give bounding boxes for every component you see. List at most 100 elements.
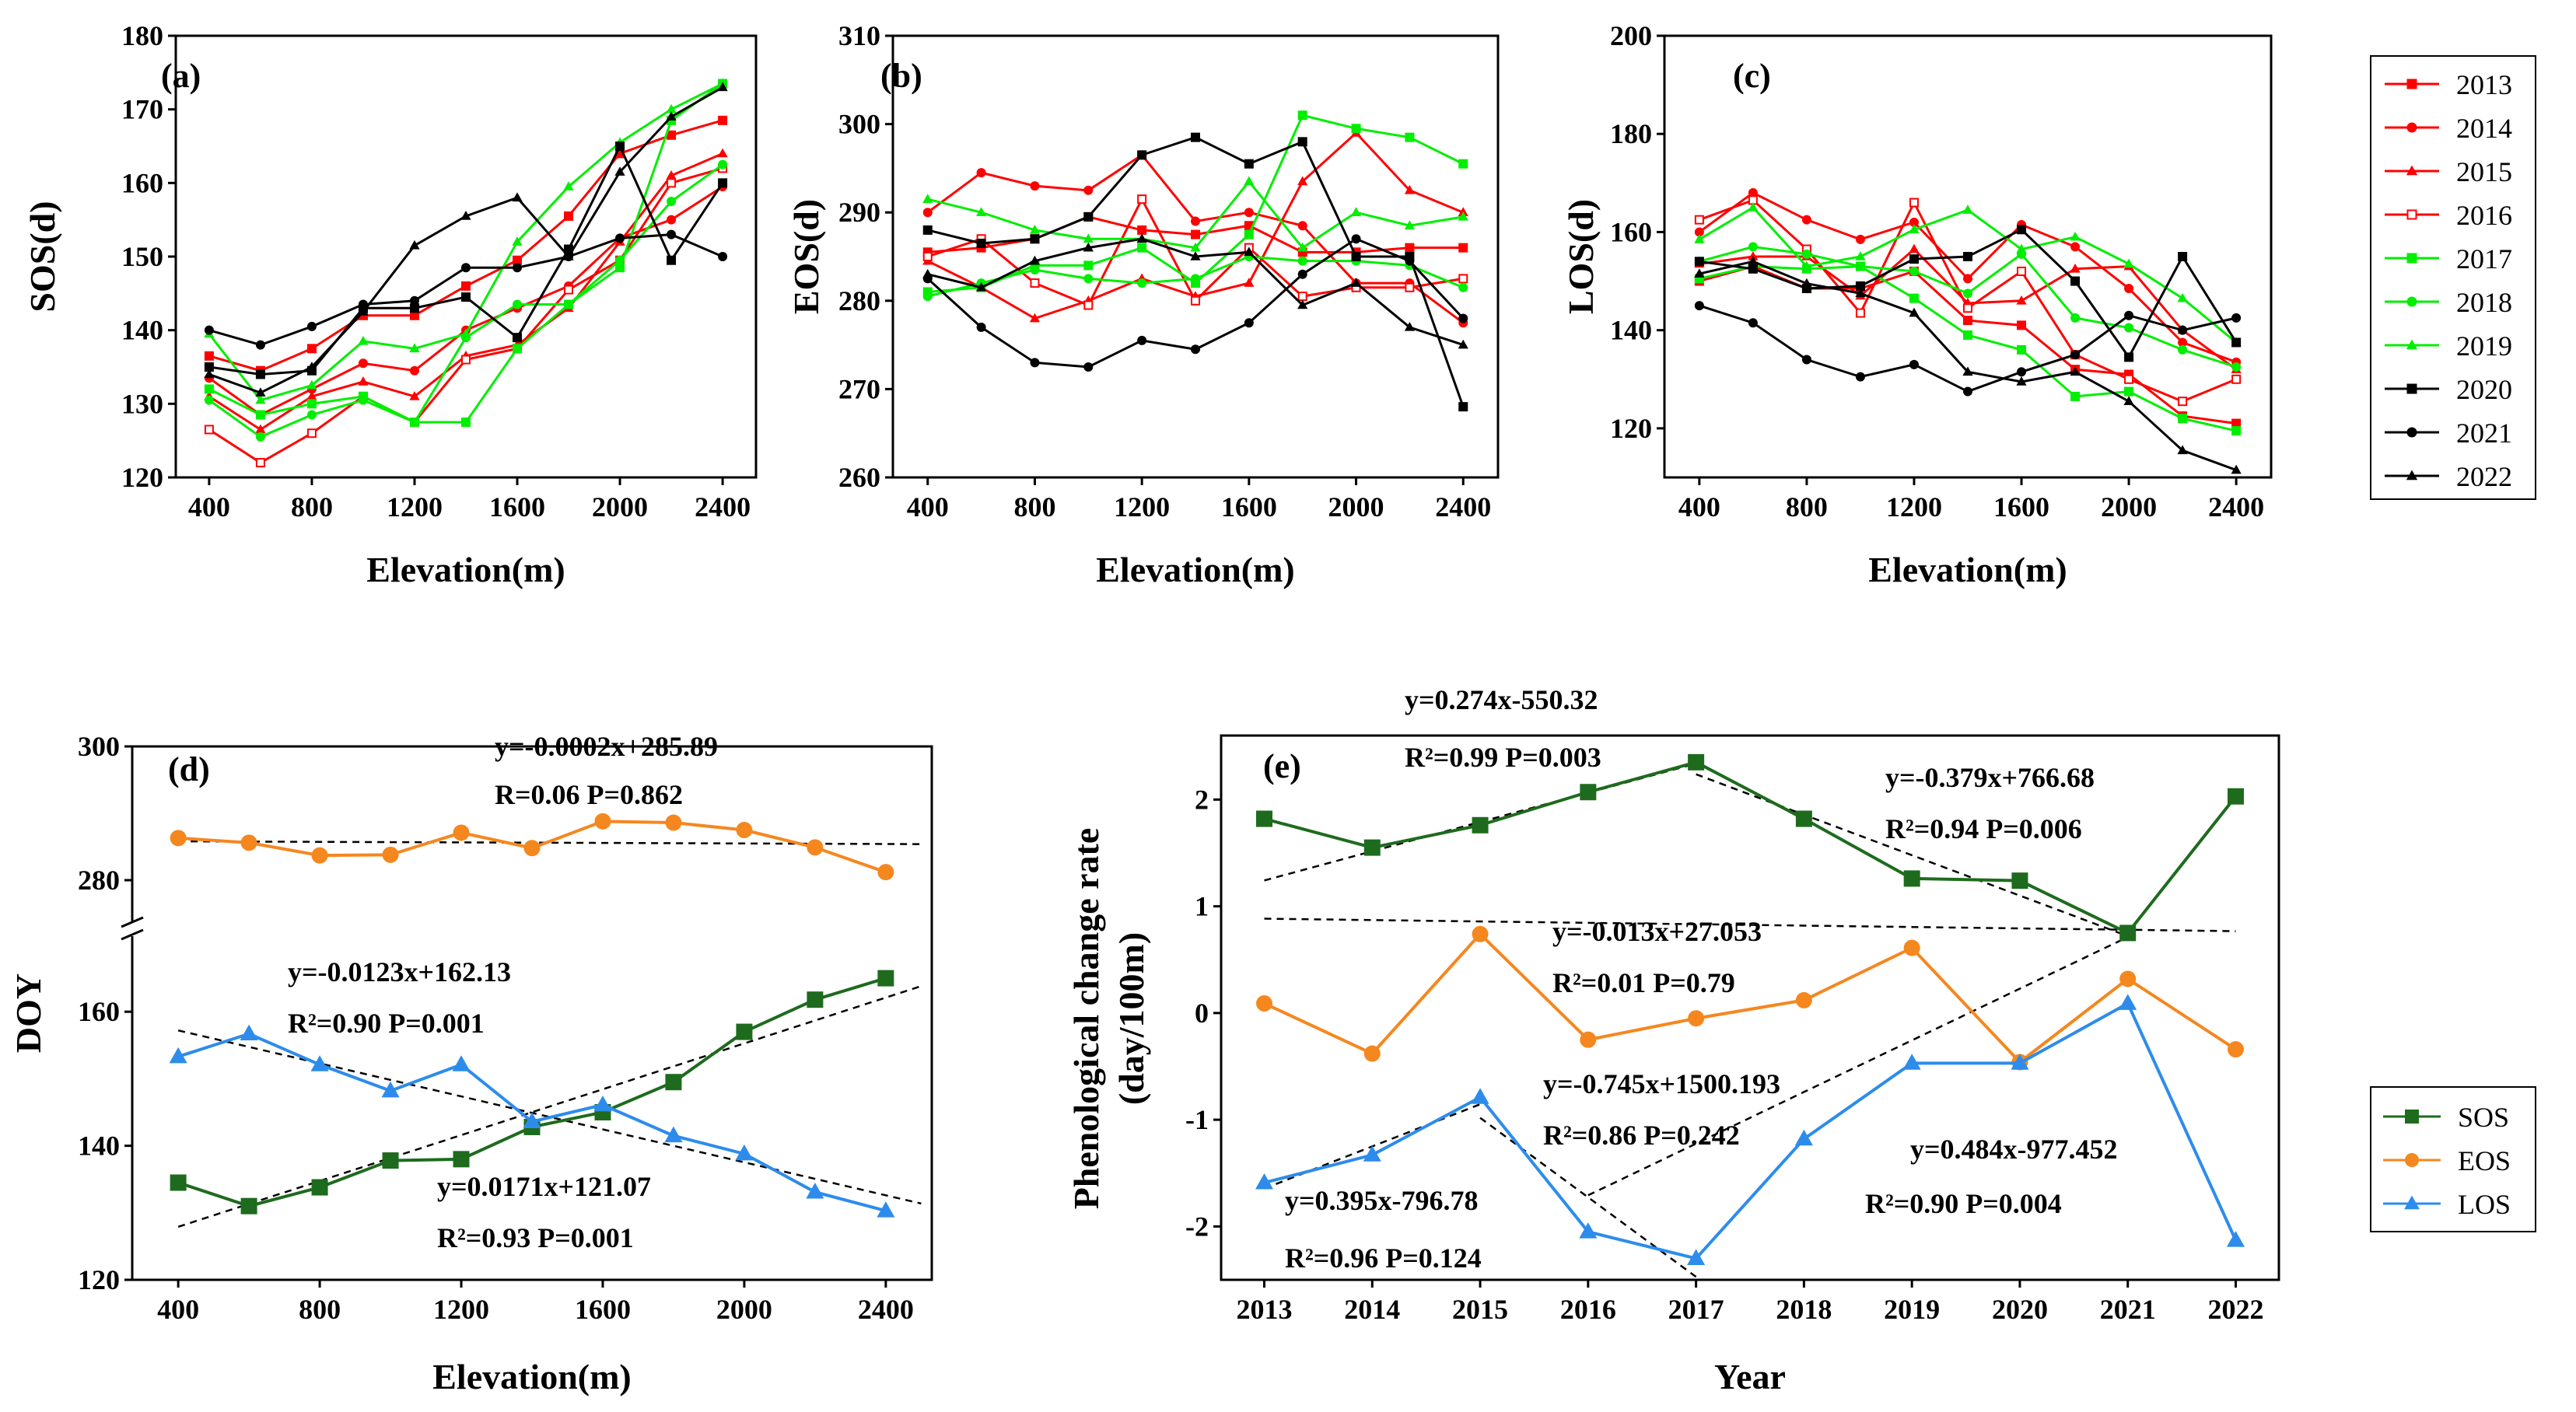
legend-marker-2013 (2406, 79, 2417, 89)
data-point-LOS (1794, 1129, 1813, 1146)
data-point-2015 (1297, 176, 1308, 186)
y-tick-label-e: 0 (1195, 998, 1209, 1029)
data-point-LOS (452, 1055, 471, 1071)
data-point-SOS (1688, 753, 1705, 771)
data-point-2014 (667, 215, 677, 225)
series-line-EOS (1263, 931, 2237, 1064)
panel-label-a: (a) (161, 57, 201, 95)
data-point-2021 (513, 263, 523, 273)
x-tick-label-b: 800 (1013, 491, 1055, 523)
x-tick-label-d: 800 (299, 1294, 341, 1325)
trendline-LOS (177, 1029, 922, 1205)
data-point-2013 (409, 310, 419, 320)
data-point-2018 (2178, 344, 2188, 355)
data-point-2021 (461, 263, 471, 273)
data-point-2022 (1297, 299, 1308, 309)
data-point-2020 (976, 238, 986, 248)
trend-stats-2: R²=0.01 P=0.79 (1552, 967, 1735, 998)
data-point-2019 (1297, 242, 1308, 252)
data-point-2017 (2178, 414, 2188, 424)
panel-label-b: (b) (880, 57, 922, 95)
data-point-2022 (1909, 307, 1920, 317)
panel-d-doy-by-elevation: 400 800 1200 1600 2000 2400 120 140 160 280 300 Ele… (9, 731, 933, 1396)
legend-marker-2015 (2406, 165, 2418, 176)
x-tick-label-c: 1200 (1886, 491, 1942, 523)
data-point-2021 (1083, 362, 1094, 372)
y-tick-label-c: 120 (1610, 413, 1652, 444)
x-tick-label-e: 2013 (1237, 1294, 1293, 1325)
data-point-2022 (204, 369, 215, 379)
data-point-2020 (1855, 281, 1865, 291)
data-point-2018 (255, 432, 265, 442)
y-tick-label-d: 160 (78, 996, 120, 1027)
data-point-2015 (358, 376, 369, 386)
data-point-2016 (2178, 397, 2188, 407)
data-point-2017 (615, 263, 625, 273)
data-point-2022 (976, 281, 987, 292)
legend-label-2020: 2020 (2456, 374, 2512, 405)
data-point-2016 (922, 252, 933, 261)
y-axis-label-b: EOS(d) (786, 199, 826, 314)
data-point-2013 (2017, 320, 2027, 330)
data-point-LOS (169, 1047, 187, 1064)
y-axis-label-e-line1: Phenological change rate (1066, 828, 1106, 1210)
data-point-2020 (1748, 264, 1758, 274)
data-point-2021 (306, 321, 317, 331)
data-point-LOS (240, 1024, 258, 1041)
data-point-2022 (358, 306, 369, 316)
legend-marker-2021 (2406, 427, 2417, 438)
data-point-2019 (2070, 231, 2081, 241)
data-point-2014 (1748, 187, 1758, 197)
trend-equation-5: y=0.484x-977.452 (1910, 1134, 2118, 1165)
plot-frame-b (891, 34, 1500, 479)
y-tick-label-a: 130 (121, 388, 163, 419)
data-point-2013 (1963, 316, 1972, 326)
data-point-2013 (204, 351, 214, 361)
y-tick-label-d: 140 (78, 1131, 120, 1162)
data-point-2016 (1694, 215, 1704, 225)
data-point-2015 (1404, 184, 1415, 194)
data-point-SOS (2227, 788, 2244, 805)
y-tick-label-e: 1 (1195, 891, 1209, 922)
data-point-2020 (1297, 137, 1307, 147)
y-tick-label-a: 120 (121, 462, 163, 493)
legend-label-2014: 2014 (2456, 113, 2512, 144)
data-point-SOS (311, 1179, 328, 1196)
panel-c-los-by-elevation: 400 800 1200 1600 2000 2400 120 140 160 180 200 Ele… (1561, 20, 2273, 589)
legend-marker-2019 (2406, 339, 2418, 350)
data-point-LOS (2011, 1054, 2029, 1070)
data-point-LOS (1687, 1249, 1706, 1265)
trend-equation-2: y=-0.013x+27.053 (1552, 916, 1762, 947)
x-axis-label-c: Elevation(m) (1868, 550, 2067, 589)
x-axis-label-d: Elevation(m) (432, 1357, 632, 1396)
data-point-SOS (807, 991, 824, 1008)
data-point-2020 (1909, 254, 1919, 264)
data-point-2017 (2070, 391, 2081, 401)
data-point-EOS (453, 824, 470, 841)
data-point-2015 (2016, 295, 2027, 305)
x-tick-label-c: 800 (1786, 491, 1828, 523)
y-tick-label-a: 180 (121, 20, 163, 51)
data-point-2021 (2070, 350, 2081, 360)
data-point-2018 (922, 292, 933, 302)
data-point-SOS (1795, 810, 1812, 827)
plot-frame-d (131, 745, 933, 1281)
x-axis-label-a: Elevation(m) (366, 550, 565, 589)
data-point-2018 (718, 159, 728, 170)
data-point-2021 (1963, 386, 1972, 397)
data-point-2018 (1083, 274, 1094, 284)
panel-e-change-rate-by-year: 2013 2014 2015 2016 2017 2018 2019 2020 2021 2022… (1066, 684, 2280, 1396)
data-point-2019 (1083, 233, 1094, 243)
data-point-2013 (1137, 225, 1147, 235)
data-point-2018 (513, 299, 523, 309)
x-tick-label-b: 1200 (1114, 491, 1170, 523)
x-tick-label-b: 1600 (1221, 491, 1277, 523)
data-point-2014 (1963, 274, 1972, 284)
data-point-2022 (1962, 366, 1973, 376)
data-point-2015 (2070, 263, 2081, 273)
legend-label-SOS: SOS (2458, 1102, 2509, 1133)
trendline-1 (1696, 773, 2129, 938)
data-point-EOS (1363, 1045, 1381, 1062)
legend-marker-2020 (2406, 383, 2417, 394)
data-point-2017 (1351, 124, 1361, 134)
